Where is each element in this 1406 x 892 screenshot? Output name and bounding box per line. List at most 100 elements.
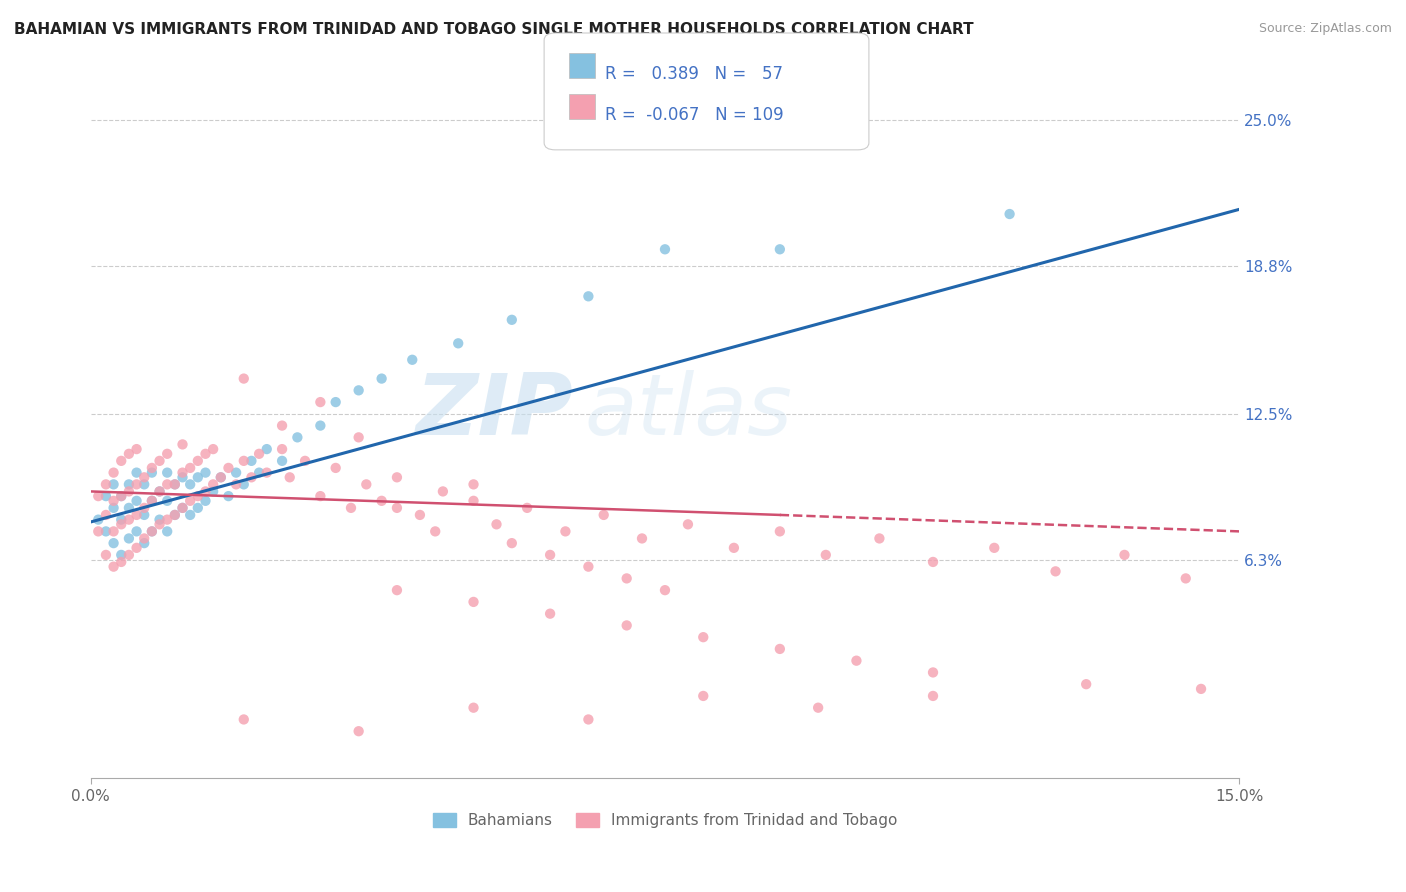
- Point: [309, 489, 332, 503]
- Point: [148, 517, 170, 532]
- Point: [134, 477, 156, 491]
- Point: [325, 461, 347, 475]
- Point: [654, 242, 676, 256]
- Point: [225, 466, 247, 480]
- Point: [202, 477, 225, 491]
- Point: [118, 548, 141, 562]
- Point: [87, 489, 110, 503]
- Point: [385, 500, 408, 515]
- Point: [769, 524, 792, 539]
- Point: [94, 477, 117, 491]
- Point: [134, 470, 156, 484]
- Point: [217, 461, 239, 475]
- Point: [172, 470, 194, 484]
- Point: [94, 489, 117, 503]
- Point: [118, 484, 141, 499]
- Point: [463, 493, 485, 508]
- Point: [179, 461, 201, 475]
- Point: [187, 500, 209, 515]
- Point: [516, 500, 538, 515]
- Point: [141, 524, 163, 539]
- Point: [232, 454, 254, 468]
- Point: [110, 548, 132, 562]
- Point: [202, 442, 225, 456]
- Point: [631, 532, 654, 546]
- Point: [309, 418, 332, 433]
- Point: [247, 466, 270, 480]
- Point: [409, 508, 432, 522]
- Point: [845, 654, 868, 668]
- Point: [576, 559, 599, 574]
- Point: [225, 477, 247, 491]
- Point: [432, 484, 454, 499]
- Point: [125, 508, 148, 522]
- Point: [194, 447, 217, 461]
- Point: [110, 454, 132, 468]
- Point: [692, 689, 714, 703]
- Point: [194, 484, 217, 499]
- Point: [447, 336, 470, 351]
- Point: [172, 437, 194, 451]
- Point: [232, 477, 254, 491]
- Point: [163, 508, 186, 522]
- Point: [271, 442, 294, 456]
- Point: [463, 477, 485, 491]
- Point: [94, 524, 117, 539]
- Point: [1045, 565, 1067, 579]
- Point: [278, 470, 301, 484]
- Point: [87, 513, 110, 527]
- Point: [110, 489, 132, 503]
- Point: [807, 700, 830, 714]
- Point: [172, 500, 194, 515]
- Point: [187, 489, 209, 503]
- Point: [148, 454, 170, 468]
- Point: [110, 555, 132, 569]
- Point: [125, 442, 148, 456]
- Point: [187, 470, 209, 484]
- Point: [983, 541, 1005, 555]
- Point: [110, 517, 132, 532]
- Point: [538, 607, 561, 621]
- Point: [401, 352, 423, 367]
- Point: [118, 500, 141, 515]
- Point: [87, 524, 110, 539]
- Point: [156, 447, 179, 461]
- Text: R =   0.389   N =   57: R = 0.389 N = 57: [605, 65, 783, 83]
- Point: [271, 418, 294, 433]
- Point: [309, 395, 332, 409]
- Point: [347, 724, 370, 739]
- Point: [134, 532, 156, 546]
- Point: [194, 466, 217, 480]
- Point: [576, 713, 599, 727]
- Point: [94, 508, 117, 522]
- Point: [134, 500, 156, 515]
- Point: [118, 477, 141, 491]
- Point: [1174, 571, 1197, 585]
- Point: [463, 700, 485, 714]
- Point: [172, 466, 194, 480]
- Point: [172, 500, 194, 515]
- Point: [194, 493, 217, 508]
- Point: [141, 493, 163, 508]
- Point: [592, 508, 614, 522]
- Point: [922, 689, 945, 703]
- Point: [287, 430, 309, 444]
- Point: [163, 508, 186, 522]
- Point: [125, 493, 148, 508]
- Point: [463, 595, 485, 609]
- Point: [103, 559, 125, 574]
- Point: [103, 500, 125, 515]
- Point: [118, 532, 141, 546]
- Text: atlas: atlas: [585, 370, 793, 453]
- Point: [616, 618, 638, 632]
- Point: [118, 447, 141, 461]
- Point: [202, 484, 225, 499]
- Point: [868, 532, 890, 546]
- Point: [179, 477, 201, 491]
- Point: [103, 524, 125, 539]
- Point: [125, 477, 148, 491]
- Point: [209, 470, 232, 484]
- Point: [156, 524, 179, 539]
- Point: [163, 477, 186, 491]
- Point: [141, 493, 163, 508]
